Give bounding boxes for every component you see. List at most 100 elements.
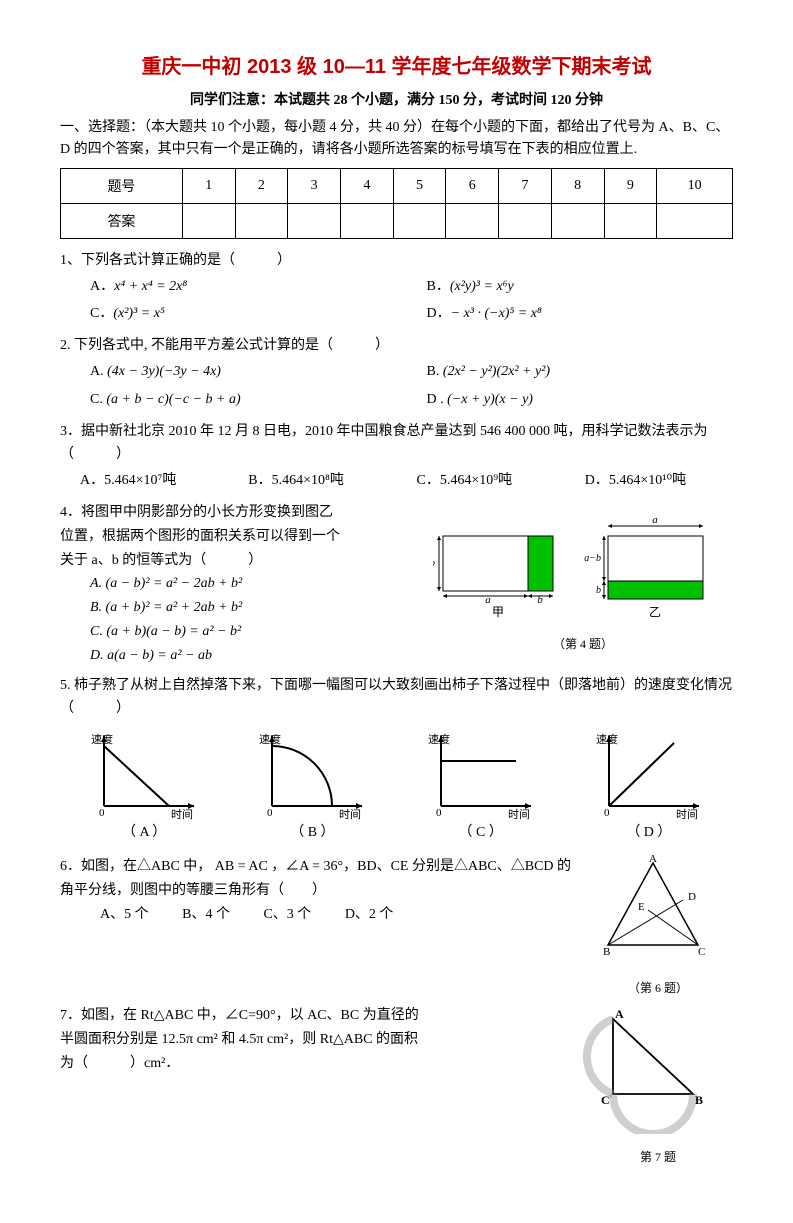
col-num: 2 xyxy=(235,168,288,203)
opt-label: D． xyxy=(427,306,451,321)
q6-figure: A B C D E xyxy=(583,855,723,965)
opt-label: A. xyxy=(90,364,107,379)
q3-opt-a: A．5.464×10⁷吨 xyxy=(60,467,228,495)
q7-figure: A C B xyxy=(583,1004,733,1134)
q4-opt-b: B. (a + b)² = a² + 2ab + b² xyxy=(60,596,433,620)
ylabel: 速度 xyxy=(259,732,281,746)
answer-cell xyxy=(499,203,552,238)
q5-graph-a: 0 速度 时间 （ A ） xyxy=(89,731,199,845)
q1-stem: 1、下列各式计算正确的是（ ） xyxy=(60,249,733,273)
q1-opt-b: B．(x²y)³ = x⁶y xyxy=(397,273,734,301)
vertex-e: E xyxy=(638,901,645,913)
math-expr: (x²y)³ = x⁶y xyxy=(450,279,514,294)
q2: 2. 下列各式中, 不能用平方差公式计算的是（ ） A. (4x − 3y)(−… xyxy=(60,334,733,413)
q7-stem: 7．如图，在 Rt△ABC 中，∠C=90°，以 AC、BC 为直径的 xyxy=(60,1004,583,1028)
xlabel: 时间 xyxy=(508,808,530,821)
answer-cell xyxy=(393,203,446,238)
q6-stem: 6．如图，在△ABC 中， AB = AC ，∠A = 36°，BD、CE 分别… xyxy=(60,855,583,903)
answer-cell xyxy=(657,203,733,238)
q5-graph-d: 0 速度 时间 （ D ） xyxy=(594,731,704,845)
page-title: 重庆一中初 2013 级 10—11 学年度七年级数学下期末考试 xyxy=(60,50,733,79)
math-expr: (a + b − c)(−c − b + a) xyxy=(106,392,240,407)
q1-opt-c: C．(x²)³ = x⁵ xyxy=(60,300,397,328)
ylabel: 速度 xyxy=(428,732,450,746)
ylabel: 速度 xyxy=(91,732,113,746)
vertex-c: C xyxy=(698,946,705,958)
q4-stem: 关于 a、b 的恒等式为（ ） xyxy=(60,549,433,573)
q2-stem: 2. 下列各式中, 不能用平方差公式计算的是（ ） xyxy=(60,334,733,358)
q6-opt-c: C、3 个 xyxy=(263,907,311,922)
q6-opt-a: A、5 个 xyxy=(100,907,149,922)
math-expr: (−x + y)(x − y) xyxy=(447,392,533,407)
q5-opt-b-label: （ B ） xyxy=(257,821,367,845)
answer-cell xyxy=(551,203,604,238)
col-num: 6 xyxy=(446,168,499,203)
q6-opt-d: D、2 个 xyxy=(345,907,394,922)
q5: 5. 柿子熟了从树上自然掉落下来，下面哪一幅图可以大致刻画出柿子下落过程中（即落… xyxy=(60,674,733,845)
math-expr: x⁴ + x⁴ = 2x⁸ xyxy=(114,279,187,294)
origin: 0 xyxy=(99,807,105,819)
q3-opt-b: B．5.464×10⁸吨 xyxy=(228,467,396,495)
vertex-d: D xyxy=(688,891,696,903)
opt-label: C． xyxy=(90,306,113,321)
opt-label: B． xyxy=(427,279,450,294)
q7: 7．如图，在 Rt△ABC 中，∠C=90°，以 AC、BC 为直径的 半圆面积… xyxy=(60,1004,733,1167)
section1-heading: 一、选择题：（本大题共 10 个小题，每小题 4 分，共 40 分）在每个小题的… xyxy=(60,117,733,162)
xlabel: 时间 xyxy=(676,808,698,821)
opt-label: A． xyxy=(90,279,114,294)
answer-cell xyxy=(446,203,499,238)
origin: 0 xyxy=(436,807,442,819)
answer-cell xyxy=(604,203,657,238)
q2-opt-a: A. (4x − 3y)(−3y − 4x) xyxy=(60,358,397,386)
answer-table: 题号 1 2 3 4 5 6 7 8 9 10 答案 xyxy=(60,168,733,239)
label-b: b xyxy=(596,585,601,596)
q5-graph-b: 0 速度 时间 （ B ） xyxy=(257,731,367,845)
origin: 0 xyxy=(604,807,610,819)
q5-opt-c-label: （ C ） xyxy=(426,821,536,845)
yi-label: 乙 xyxy=(649,605,661,619)
q1-opt-a: A．x⁴ + x⁴ = 2x⁸ xyxy=(60,273,397,301)
col-num: 10 xyxy=(657,168,733,203)
label-a: a xyxy=(652,514,658,526)
q7-caption: 第 7 题 xyxy=(583,1147,733,1167)
col-num: 8 xyxy=(551,168,604,203)
q3-opt-d: D．5.464×10¹⁰吨 xyxy=(565,467,733,495)
q1-opt-d: D．− x³ · (−x)⁵ = x⁸ xyxy=(397,300,734,328)
xlabel: 时间 xyxy=(339,808,361,821)
q5-opt-a-label: （ A ） xyxy=(89,821,199,845)
opt-label: C. xyxy=(90,392,106,407)
q4-caption: （第 4 题） xyxy=(433,634,733,654)
vertex-c: C xyxy=(601,1093,610,1107)
q6-caption: （第 6 题） xyxy=(583,978,733,998)
ylabel: 速度 xyxy=(596,732,618,746)
q4: 4．将图甲中阴影部分的小长方形变换到图乙 位置，根据两个图形的面积关系可以得到一… xyxy=(60,501,733,668)
answer-cell xyxy=(288,203,341,238)
vertex-b: B xyxy=(603,946,610,958)
vertex-a: A xyxy=(649,855,657,865)
col-num: 3 xyxy=(288,168,341,203)
q2-opt-b: B. (2x² − y²)(2x² + y²) xyxy=(397,358,734,386)
row-label: 题号 xyxy=(61,168,183,203)
page-subtitle: 同学们注意：本试题共 28 个小题，满分 150 分，考试时间 120 分钟 xyxy=(60,89,733,109)
q5-stem: 5. 柿子熟了从树上自然掉落下来，下面哪一幅图可以大致刻画出柿子下落过程中（即落… xyxy=(60,674,733,722)
q3: 3．据中新社北京 2010 年 12 月 8 日电，2010 年中国粮食总产量达… xyxy=(60,420,733,495)
label-amb: a−b xyxy=(584,553,601,564)
origin: 0 xyxy=(267,807,273,819)
opt-label: D . xyxy=(427,392,448,407)
q3-opt-c: C．5.464×10⁹吨 xyxy=(397,467,565,495)
q7-stem: 为（ ）cm²． xyxy=(60,1052,583,1076)
q7-stem: 半圆面积分别是 12.5π cm² 和 4.5π cm²，则 Rt△ABC 的面… xyxy=(60,1028,583,1052)
q4-opt-a: A. (a − b)² = a² − 2ab + b² xyxy=(60,572,433,596)
xlabel: 时间 xyxy=(171,808,193,821)
col-num: 9 xyxy=(604,168,657,203)
q5-opt-d-label: （ D ） xyxy=(594,821,704,845)
q6-opt-b: B、4 个 xyxy=(182,907,230,922)
col-num: 4 xyxy=(340,168,393,203)
opt-label: B. xyxy=(427,364,443,379)
answer-cell xyxy=(182,203,235,238)
vertex-a: A xyxy=(615,1007,624,1021)
answer-cell xyxy=(340,203,393,238)
q4-stem: 位置，根据两个图形的面积关系可以得到一个 xyxy=(60,525,433,549)
col-num: 5 xyxy=(393,168,446,203)
col-num: 1 xyxy=(182,168,235,203)
